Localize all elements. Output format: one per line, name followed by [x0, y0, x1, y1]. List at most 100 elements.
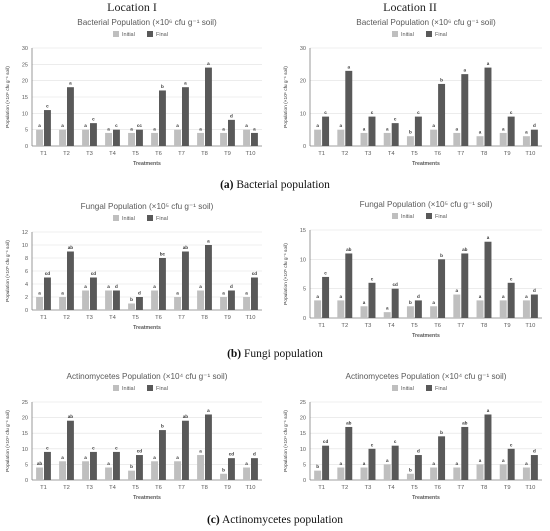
y-tick-label: 0 [303, 144, 306, 150]
data-label-initial: a [479, 458, 482, 463]
x-tick-label: T6 [434, 151, 441, 157]
data-label-final: d [138, 291, 141, 296]
legend-swatch-initial [113, 385, 119, 391]
bar-final [461, 253, 469, 318]
bar-final [391, 123, 399, 146]
data-label-initial: a [107, 461, 110, 466]
legend-label-initial: Initial [401, 214, 414, 220]
bar-final [182, 251, 189, 310]
chart-title: Fungal Population (×10⁵ cfu g⁻¹ soil) [81, 202, 214, 211]
legend-swatch-final [426, 213, 432, 219]
x-tick-label: T5 [411, 485, 418, 491]
x-tick-label: T8 [201, 485, 208, 491]
chart-title: Actinomycetes Population (×10⁴ cfu g⁻¹ s… [346, 372, 507, 381]
data-label-final: cd [91, 271, 97, 276]
data-label-initial: a [38, 291, 41, 296]
x-tick-label: T8 [481, 485, 488, 491]
x-tick-label: T8 [201, 151, 208, 157]
data-label-initial: a [479, 130, 482, 135]
x-tick-label: T9 [504, 151, 511, 157]
bar-final [67, 251, 74, 310]
x-tick-label: T7 [178, 315, 185, 321]
x-tick-label: T6 [434, 485, 441, 491]
data-label-final: d [533, 288, 536, 293]
data-label-final: c [324, 270, 327, 275]
y-tick-label: 15 [22, 431, 28, 437]
data-label-initial: a [432, 300, 435, 305]
data-label-initial: a [176, 291, 179, 296]
legend-swatch-final [147, 31, 153, 37]
data-label-initial: a [363, 126, 366, 131]
x-tick-label: T10 [525, 151, 535, 157]
bar-initial [476, 464, 484, 480]
y-tick-label: 15 [300, 228, 306, 234]
x-tick-label: T7 [457, 151, 464, 157]
data-label-initial: b [409, 467, 412, 472]
data-label-initial: a [479, 294, 482, 299]
data-label-initial: a [38, 123, 41, 128]
bar-final [228, 458, 235, 480]
bar-initial [360, 132, 368, 146]
bar-final [368, 448, 376, 480]
data-label-final: c [115, 123, 118, 128]
data-label-final: c [115, 445, 118, 450]
bar-final [322, 116, 330, 146]
legend-swatch-final [147, 215, 153, 221]
data-label-final: cc [137, 123, 143, 128]
data-label-initial: a [199, 449, 202, 454]
data-label-initial: a [107, 284, 110, 289]
data-label-final: ab [183, 414, 189, 419]
bar-final [228, 290, 235, 310]
x-tick-label: T5 [132, 485, 139, 491]
data-label-final: c [394, 439, 397, 444]
data-label-initial: a [316, 123, 319, 128]
data-label-initial: a [176, 123, 179, 128]
legend-swatch-initial [392, 31, 398, 37]
x-tick-label: T7 [457, 323, 464, 329]
legend-label-final: Final [435, 386, 447, 392]
y-tick-label: 0 [25, 144, 28, 150]
x-tick-label: T6 [155, 315, 162, 321]
bar-initial [82, 129, 89, 146]
bar-final [368, 282, 376, 318]
bar-initial [406, 136, 414, 146]
data-label-initial: a [432, 461, 435, 466]
bar-final [228, 119, 235, 146]
bar-final [484, 241, 492, 318]
bar-final [438, 436, 446, 480]
bar-final [205, 414, 212, 480]
data-label-initial: a [176, 455, 179, 460]
y-tick-label: 2 [25, 295, 28, 301]
legend-label-final: Final [156, 32, 168, 38]
bar-initial [197, 132, 204, 146]
data-label-initial: a [363, 300, 366, 305]
y-tick-label: 15 [300, 431, 306, 437]
x-tick-label: T3 [365, 323, 372, 329]
data-label-final: ab [462, 247, 468, 252]
bar-final [484, 414, 492, 480]
data-label-final: d [230, 284, 233, 289]
y-tick-label: 10 [22, 243, 28, 249]
x-tick-label: T5 [132, 315, 139, 321]
data-label-final: cd [229, 452, 235, 457]
data-label-initial: a [61, 123, 64, 128]
caption-text: Actinomycetes population [219, 514, 344, 526]
bar-final [461, 426, 469, 480]
bar-final [251, 458, 258, 480]
data-label-final: c [46, 445, 49, 450]
data-label-final: cd [45, 271, 51, 276]
bar-initial [243, 297, 250, 310]
bar-final [159, 90, 166, 146]
x-tick-label: T9 [504, 323, 511, 329]
chart-actinomycetes-location-1: Actinomycetes Population (×10⁴ cfu g⁻¹ s… [5, 372, 262, 501]
legend-swatch-initial [113, 31, 119, 37]
bar-initial [174, 461, 181, 480]
x-tick-label: T4 [109, 151, 117, 157]
bar-final [44, 451, 51, 480]
bar-initial [383, 464, 391, 480]
x-tick-label: T1 [40, 485, 47, 491]
location-1-header: Location I [107, 0, 157, 14]
y-axis-label: Population (×10⁶ cfu g⁻¹ soil) [5, 66, 11, 128]
data-label-final: cd [137, 449, 143, 454]
data-label-final: a [69, 81, 72, 86]
